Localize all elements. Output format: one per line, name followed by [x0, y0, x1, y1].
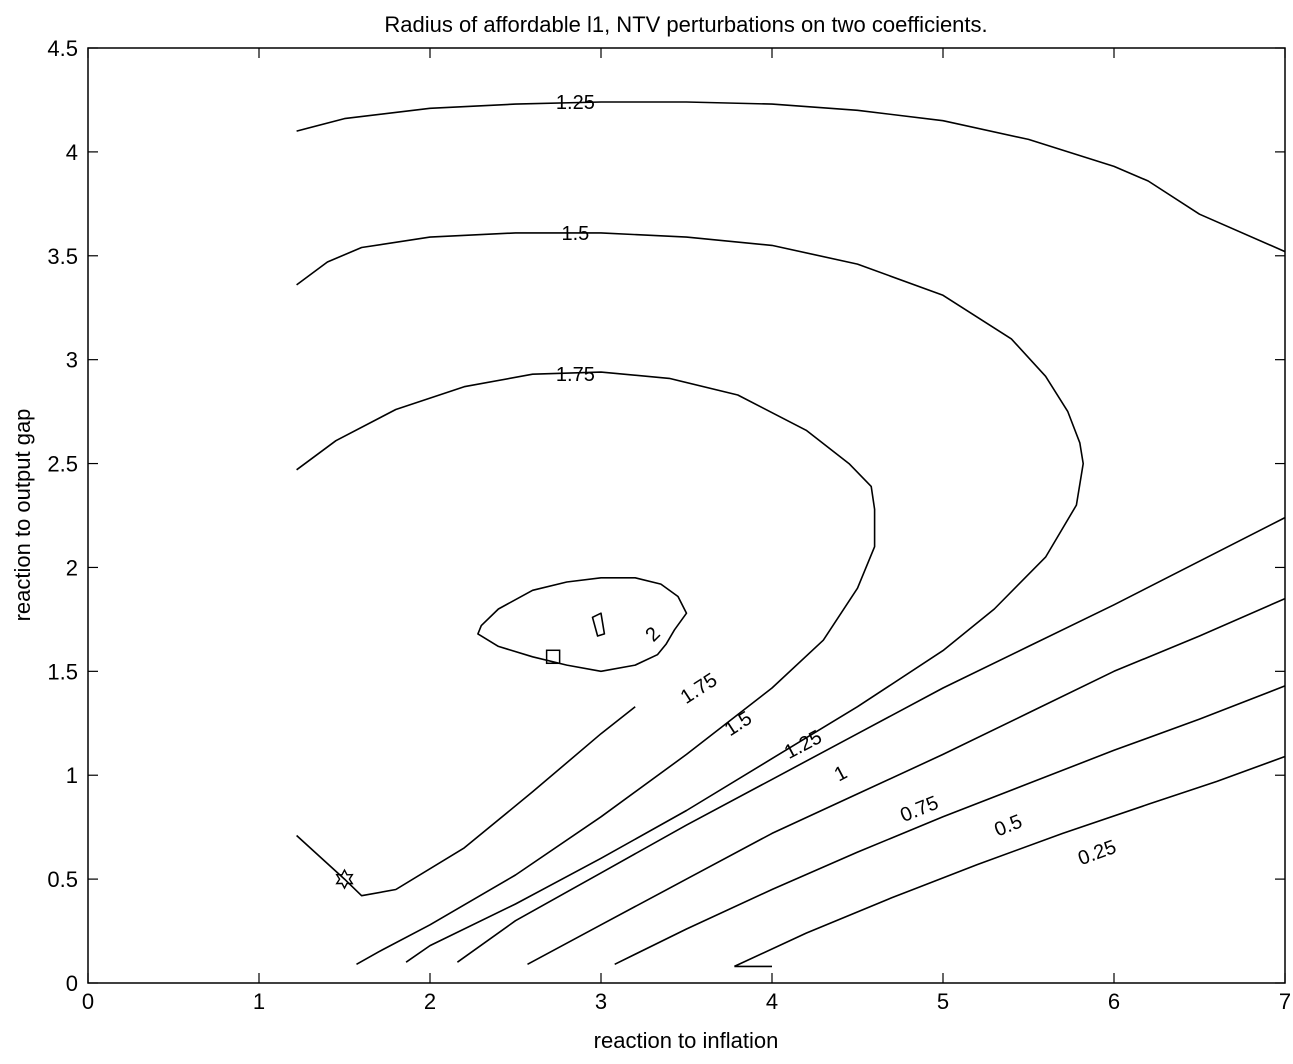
x-tick-label: 4 — [766, 989, 778, 1014]
y-tick-label: 0.5 — [47, 867, 78, 892]
contour-line-1_5 — [296, 232, 1084, 963]
contour-label: 0.75 — [897, 792, 941, 827]
y-axis-label: reaction to output gap — [10, 409, 35, 622]
y-tick-label: 4.5 — [47, 36, 78, 61]
contour-label-group: 0.75 — [897, 792, 941, 827]
contour-line-1_75 — [296, 371, 876, 965]
contour-line-0_5 — [734, 755, 1286, 968]
contour-label: 1.75 — [556, 364, 595, 386]
x-tick-label: 1 — [253, 989, 265, 1014]
contour-line-2 — [477, 576, 688, 673]
contour-label: 1 — [831, 762, 851, 787]
x-tick-label: 6 — [1108, 989, 1120, 1014]
contour-label: 0.5 — [991, 811, 1025, 842]
y-tick-label: 4 — [66, 140, 78, 165]
contour-line-1_25 — [296, 101, 1286, 253]
y-tick-label: 1.5 — [47, 659, 78, 684]
chart-title: Radius of affordable l1, NTV perturbatio… — [384, 12, 987, 37]
contour-line-1 — [527, 597, 1286, 966]
x-axis-label: reaction to inflation — [594, 1028, 779, 1053]
plot-area-frame — [87, 47, 1286, 984]
y-tick-label: 0 — [66, 971, 78, 996]
contour-label: 1.5 — [721, 707, 756, 741]
y-tick-label: 1 — [66, 763, 78, 788]
axis-ticks: 0 1 2 3 4 5 6 7 0 0.5 1 1.5 2 2.5 3 3.5 4 4.5 — [47, 36, 1291, 1014]
y-tick-label: 3.5 — [47, 244, 78, 269]
contour-line-0_75 — [614, 685, 1286, 966]
contour-label: 1.75 — [677, 669, 722, 709]
contour-label-group: 1.25 — [781, 726, 826, 764]
y-tick-label: 2.5 — [47, 452, 78, 477]
contour-label: 1.25 — [781, 726, 826, 764]
contour-label-group: 1 — [831, 762, 851, 787]
contour-label: 0.25 — [1075, 836, 1119, 870]
markers — [335, 649, 561, 890]
contour-label-group: 1.5 — [721, 707, 756, 741]
x-tick-label: 7 — [1279, 989, 1291, 1014]
contour-label-group: 2 — [641, 623, 664, 646]
square-marker — [545, 649, 561, 665]
y-tick-label: 3 — [66, 348, 78, 373]
contour-label: 1.5 — [561, 223, 589, 245]
contour-label-group: 1.5 — [561, 223, 589, 245]
x-tick-label: 5 — [937, 989, 949, 1014]
y-tick-label: 2 — [66, 555, 78, 580]
contour-label-group: 1.25 — [556, 92, 595, 114]
contour-label-group: 1.75 — [556, 364, 595, 386]
contour-label: 2 — [641, 623, 664, 646]
contour-label-group: 0.25 — [1075, 836, 1119, 870]
x-tick-label: 0 — [82, 989, 94, 1014]
contour-line-1_25 — [456, 516, 1286, 963]
contour-label-group: 1.75 — [677, 669, 722, 709]
contour-lines — [296, 101, 1286, 968]
hexagram-marker — [335, 868, 354, 890]
x-tick-label: 2 — [424, 989, 436, 1014]
contour-line-1_75 — [296, 706, 636, 897]
contour-line-2 — [591, 612, 606, 637]
contour-label-group: 0.5 — [991, 811, 1025, 842]
x-tick-label: 3 — [595, 989, 607, 1014]
contour-label: 1.25 — [556, 92, 595, 114]
